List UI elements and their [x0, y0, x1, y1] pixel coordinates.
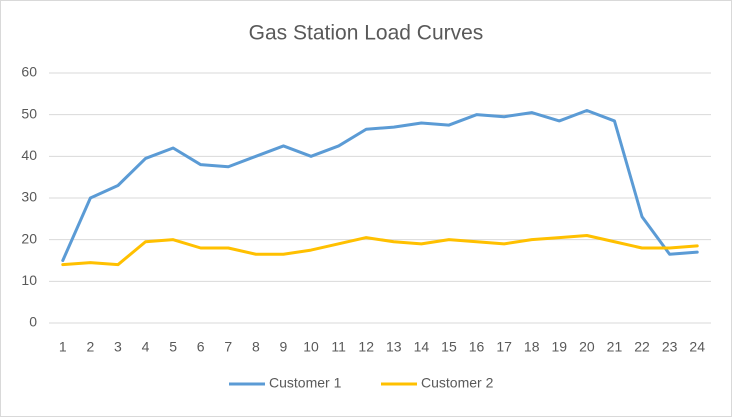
x-tick-label: 17	[496, 339, 512, 355]
x-tick-label: 20	[579, 339, 595, 355]
x-tick-label: 16	[469, 339, 485, 355]
x-tick-label: 21	[607, 339, 623, 355]
x-tick-label: 1	[59, 339, 67, 355]
x-tick-label: 15	[441, 339, 457, 355]
x-tick-label: 19	[552, 339, 568, 355]
legend-label: Customer 1	[269, 375, 342, 391]
x-tick-label: 23	[662, 339, 678, 355]
x-tick-label: 11	[331, 339, 346, 355]
x-tick-label: 13	[386, 339, 402, 355]
y-tick-label: 60	[21, 64, 37, 80]
x-tick-label: 12	[358, 339, 374, 355]
y-tick-label: 40	[21, 147, 37, 163]
y-tick-label: 50	[21, 105, 37, 121]
x-tick-label: 24	[689, 339, 705, 355]
y-tick-label: 20	[21, 230, 37, 246]
x-tick-label: 18	[524, 339, 540, 355]
x-tick-label: 5	[169, 339, 177, 355]
series-line	[61, 234, 699, 267]
y-tick-label: 30	[21, 189, 37, 205]
x-tick-label: 6	[197, 339, 205, 355]
x-tick-label: 4	[142, 339, 150, 355]
x-tick-label: 22	[634, 339, 650, 355]
x-tick-label: 7	[224, 339, 232, 355]
y-tick-label: 10	[21, 272, 37, 288]
legend-label: Customer 2	[421, 375, 494, 391]
x-tick-label: 14	[414, 339, 430, 355]
y-tick-label: 0	[29, 314, 37, 330]
series-line	[61, 109, 699, 262]
x-tick-label: 3	[114, 339, 122, 355]
x-tick-label: 8	[252, 339, 260, 355]
x-tick-label: 10	[303, 339, 319, 355]
chart-title: Gas Station Load Curves	[249, 22, 484, 45]
x-tick-label: 9	[280, 339, 288, 355]
x-tick-label: 2	[86, 339, 94, 355]
